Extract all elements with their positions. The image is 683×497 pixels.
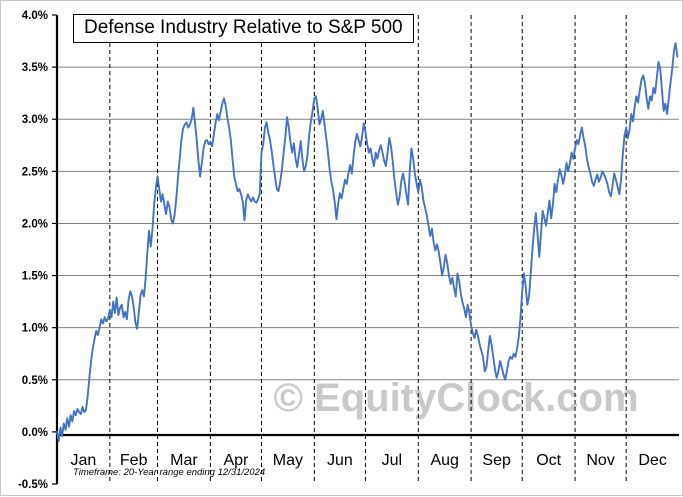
- footnote-text: Timeframe: 20-Year range ending 12/31/20…: [73, 467, 265, 478]
- y-axis-tick-label: 2.0%: [22, 218, 48, 230]
- x-axis-tick-label: Nov: [586, 452, 614, 469]
- plot-background: [57, 15, 679, 435]
- y-axis-tick-label: 0.0%: [22, 427, 48, 439]
- y-axis-tick-labels: 4.0% 3.5% 3.0% 2.5% 2.0% 1.5% 1.0% 0.5% 0.0% -0.5…: [18, 10, 48, 491]
- month-separator-gridlines: [109, 15, 627, 484]
- x-axis-tick-label: Feb: [120, 452, 148, 469]
- y-axis-tick-label: 2.5%: [22, 166, 48, 178]
- y-axis-tick-label: 1.5%: [22, 271, 48, 283]
- x-axis-tick-label: Jan: [71, 452, 97, 469]
- x-axis-tick-label: Oct: [536, 452, 561, 469]
- x-axis-tick-label: Jun: [327, 452, 353, 469]
- x-axis-tick-label: Jul: [382, 452, 402, 469]
- horizontal-gridlines: [57, 66, 679, 381]
- data-series-line: [56, 42, 679, 443]
- x-axis-tick-label: Sep: [482, 452, 511, 469]
- y-axis-tick-label: 1.0%: [22, 323, 48, 335]
- y-axis-tick-label: -0.5%: [18, 479, 48, 491]
- y-axis-ticks: [52, 14, 57, 485]
- chart-title: Defense Industry Relative to S&P 500: [73, 14, 414, 43]
- x-axis-tick-label: Apr: [223, 452, 249, 469]
- watermark-text: © EquityClock.com: [273, 376, 638, 420]
- y-axis-tick-label: 3.0%: [22, 114, 48, 126]
- y-axis-tick-label: 4.0%: [22, 10, 48, 22]
- x-axis-tick-label: Dec: [638, 452, 666, 469]
- y-axis-tick-label: 3.5%: [22, 62, 48, 74]
- x-axis-tick-labels: Jan Feb Mar Apr May Jun Jul Aug Sep Oct Nov Dec: [71, 452, 667, 469]
- x-axis-tick-label: May: [273, 452, 303, 469]
- x-axis-tick-label: Mar: [170, 452, 198, 469]
- y-axis-tick-label: 0.5%: [22, 375, 48, 387]
- x-axis-tick-label: Aug: [430, 452, 458, 469]
